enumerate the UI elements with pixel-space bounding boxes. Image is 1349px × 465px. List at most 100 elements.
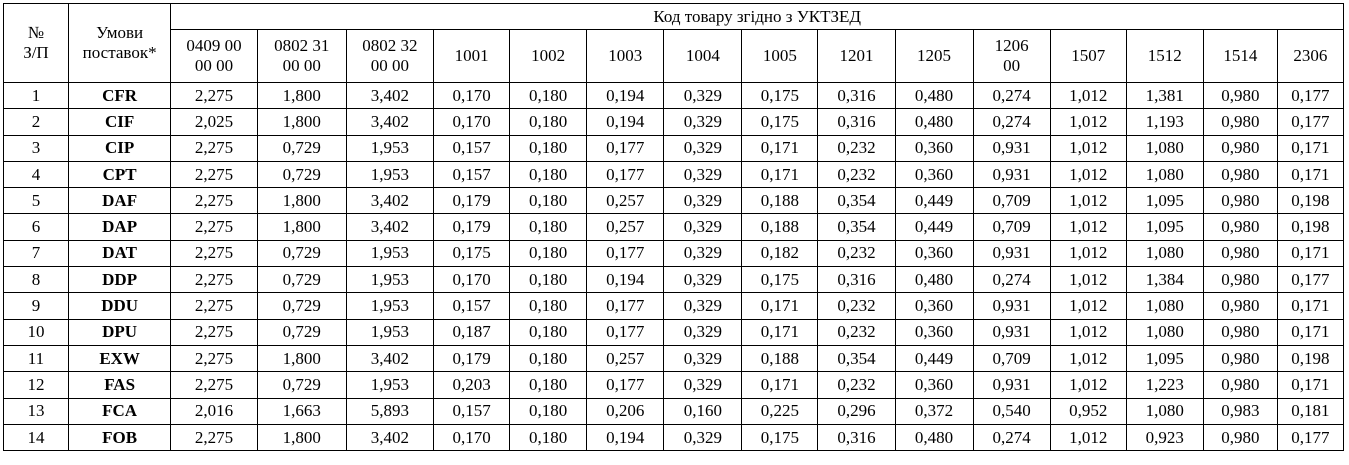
value-cell: 2,275 [170, 160, 258, 189]
table-row: 1 CFR 2,275 1,800 3,402 0,170 0,180 0,194 0,329 0… [3, 81, 1345, 110]
row-number: 9 [3, 292, 69, 320]
value-cell: 0,171 [741, 292, 819, 320]
value-cell: 3,402 [345, 213, 435, 241]
value-cell: 0,179 [433, 344, 511, 373]
value-cell: 1,953 [345, 371, 435, 399]
value-cell: 0,177 [1276, 81, 1345, 110]
header-row-2: 0409 00 00 00 0802 31 00 00 0802 32 00 00 1… [4, 29, 1345, 83]
value-cell: 0,160 [663, 397, 743, 425]
value-cell: 0,180 [509, 318, 588, 346]
value-cell: 0,980 [1202, 266, 1278, 294]
value-cell: 0,180 [509, 187, 588, 215]
value-cell: 1,080 [1125, 292, 1204, 320]
delivery-term: CIF [67, 108, 172, 136]
value-cell: 0,729 [256, 266, 347, 294]
value-cell: 0,157 [433, 397, 511, 425]
value-cell: 0,329 [663, 423, 743, 452]
value-cell: 0,177 [586, 371, 665, 399]
row-number: 1 [3, 81, 69, 110]
value-cell: 0,980 [1202, 371, 1278, 399]
value-cell: 0,171 [1276, 292, 1345, 320]
value-cell: 0,170 [433, 423, 511, 452]
value-cell: 0,329 [663, 266, 743, 294]
value-cell: 0,257 [586, 344, 665, 373]
value-cell: 0,980 [1202, 423, 1278, 452]
table-body: 1 CFR 2,275 1,800 3,402 0,170 0,180 0,194 0,329 0… [3, 81, 1345, 452]
value-cell: 0,923 [1125, 423, 1204, 452]
value-cell: 0,980 [1202, 160, 1278, 189]
value-cell: 3,402 [345, 423, 435, 452]
value-cell: 1,012 [1049, 108, 1127, 136]
value-cell: 0,931 [972, 160, 1051, 189]
value-cell: 1,800 [256, 187, 347, 215]
value-cell: 0,931 [972, 239, 1051, 268]
value-cell: 0,296 [817, 397, 896, 425]
row-number: 10 [3, 318, 69, 346]
value-cell: 0,180 [509, 213, 588, 241]
value-cell: 1,080 [1125, 318, 1204, 346]
value-cell: 2,275 [170, 134, 258, 162]
header-code-12: 1512 [1125, 29, 1204, 83]
value-cell: 0,980 [1202, 292, 1278, 320]
value-cell: 0,980 [1202, 134, 1278, 162]
value-cell: 0,171 [741, 371, 819, 399]
value-cell: 0,180 [509, 160, 588, 189]
value-cell: 0,480 [894, 423, 974, 452]
value-cell: 1,381 [1125, 81, 1204, 110]
value-cell: 0,177 [586, 318, 665, 346]
value-cell: 0,171 [741, 318, 819, 346]
value-cell: 0,329 [663, 134, 743, 162]
value-cell: 0,354 [817, 187, 896, 215]
value-cell: 0,257 [586, 187, 665, 215]
value-cell: 3,402 [345, 344, 435, 373]
value-cell: 1,953 [345, 160, 435, 189]
delivery-term: DDU [67, 292, 172, 320]
value-cell: 0,225 [741, 397, 819, 425]
value-cell: 3,402 [345, 81, 435, 110]
value-cell: 0,171 [1276, 239, 1345, 268]
value-cell: 0,232 [817, 318, 896, 346]
value-cell: 1,800 [256, 81, 347, 110]
value-cell: 0,194 [586, 423, 665, 452]
value-cell: 0,180 [509, 134, 588, 162]
value-cell: 1,384 [1125, 266, 1204, 294]
value-cell: 0,709 [972, 344, 1051, 373]
value-cell: 0,179 [433, 213, 511, 241]
value-cell: 0,274 [972, 81, 1051, 110]
value-cell: 0,177 [586, 239, 665, 268]
value-cell: 0,729 [256, 371, 347, 399]
value-cell: 0,449 [894, 344, 974, 373]
value-cell: 0,316 [817, 423, 896, 452]
table-row: 14 FOB 2,275 1,800 3,402 0,170 0,180 0,194 0,329… [3, 423, 1345, 452]
delivery-term: DPU [67, 318, 172, 346]
value-cell: 2,275 [170, 187, 258, 215]
value-cell: 0,188 [741, 344, 819, 373]
header-code-9: 1205 [894, 29, 974, 83]
value-cell: 0,170 [433, 108, 511, 136]
value-cell: 0,180 [509, 108, 588, 136]
tariff-table-container: № З/П Умови поставок* Код товару згідно … [3, 3, 1345, 452]
value-cell: 0,316 [817, 108, 896, 136]
table-row: 11 EXW 2,275 1,800 3,402 0,179 0,180 0,257 0,329… [3, 344, 1345, 373]
value-cell: 1,012 [1049, 134, 1127, 162]
value-cell: 0,354 [817, 213, 896, 241]
value-cell: 0,206 [586, 397, 665, 425]
value-cell: 0,182 [741, 239, 819, 268]
header-code-10: 1206 00 [972, 29, 1051, 83]
value-cell: 1,012 [1049, 160, 1127, 189]
value-cell: 1,193 [1125, 108, 1204, 136]
value-cell: 0,257 [586, 213, 665, 241]
value-cell: 1,095 [1125, 344, 1204, 373]
value-cell: 0,180 [509, 423, 588, 452]
row-number: 7 [3, 239, 69, 268]
header-code-5: 1003 [586, 29, 665, 83]
value-cell: 0,360 [894, 160, 974, 189]
value-cell: 1,012 [1049, 213, 1127, 241]
value-cell: 0,952 [1049, 397, 1127, 425]
value-cell: 0,983 [1202, 397, 1278, 425]
value-cell: 0,360 [894, 371, 974, 399]
value-cell: 0,177 [586, 160, 665, 189]
value-cell: 0,177 [1276, 423, 1345, 452]
value-cell: 0,175 [741, 81, 819, 110]
value-cell: 0,180 [509, 397, 588, 425]
